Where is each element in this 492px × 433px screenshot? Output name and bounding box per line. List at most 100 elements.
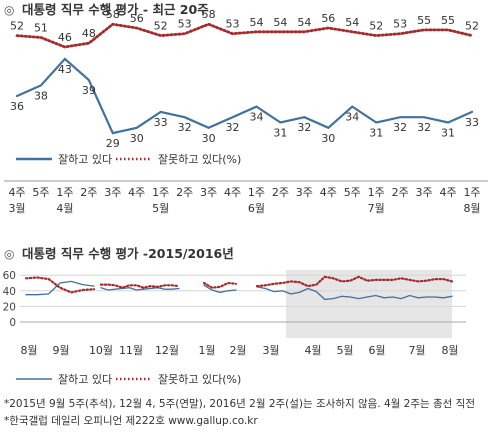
chart1-bad-label-19: 52 (465, 20, 479, 33)
chart1-bad-label-11: 54 (273, 16, 287, 29)
chart2-y-tick-60: 60 (3, 270, 16, 282)
chart1-x-tick-11: 2주 (272, 186, 289, 199)
chart1-good-label-19: 33 (465, 116, 479, 129)
chart2-series-good-segment-2 (203, 284, 237, 294)
chart1-x-tick-6: 1주 (152, 186, 169, 199)
chart2-x-tick-12: 8월 (441, 344, 458, 357)
chart1-bad-label-8: 58 (202, 8, 216, 21)
chart1-bad-label-14: 54 (345, 16, 359, 29)
chart1-x-tick-3: 2주 (80, 186, 97, 199)
chart1-x-tick-16: 2주 (392, 186, 409, 199)
chart1-good-label-11: 31 (273, 127, 287, 140)
chart1-good-label-14: 34 (345, 111, 359, 124)
chart1-good-label-4: 29 (106, 137, 120, 150)
chart1-good-label-13: 30 (321, 132, 335, 145)
chart2-y-tick-0: 0 (9, 317, 16, 329)
chart1-good-label-0: 36 (10, 100, 24, 113)
chart2-x-tick-9: 5월 (336, 344, 353, 357)
chart2-legend: 잘하고 있다 잘못하고 있다(%) (16, 372, 241, 386)
chart2-x-tick-7: 3월 (262, 344, 279, 357)
chart1-bad-label-13: 56 (321, 12, 335, 25)
chart2-series-bad-segment-0 (24, 276, 96, 294)
chart1-x-tick-2: 1주 (56, 186, 73, 199)
chart1-x-tick-7: 2주 (176, 186, 193, 199)
chart1-x-tick-15: 1주 (368, 186, 385, 199)
chart2-y-tick-40: 40 (3, 286, 16, 298)
chart2-series-bad-segment-3 (255, 275, 454, 288)
chart1-good-label-1: 38 (34, 89, 48, 102)
chart1-x-tick-8: 3주 (200, 186, 217, 199)
chart1-good-label-18: 31 (441, 127, 455, 140)
chart1-x-month-19: 8월 (463, 202, 480, 215)
chart2-series-good-segment-3 (256, 286, 453, 301)
chart1-x-tick-5: 4주 (128, 186, 145, 199)
chart1-good-label-8: 30 (202, 132, 216, 145)
chart1-title: 대통령 직무 수행 평가 - 최근 20주 (22, 2, 209, 17)
chart2-title: 대통령 직무 수행 평가 -2015/2016년 (22, 246, 234, 261)
chart1-bad-label-3: 48 (82, 27, 96, 40)
chart2-x-tick-5: 1월 (198, 344, 215, 357)
chart1-series-bad-line (15, 22, 474, 49)
chart2-x-tick-6: 2월 (229, 344, 246, 357)
chart2-x-tick-8: 4월 (304, 344, 321, 357)
chart1-x-tick-14: 5주 (344, 186, 361, 199)
chart1-x-month-15: 7월 (368, 202, 385, 215)
chart1-x-month-10: 6월 (248, 202, 265, 215)
chart1-good-label-5: 30 (130, 132, 144, 145)
chart1-x-tick-4: 3주 (104, 186, 121, 199)
chart1-bad-label-9: 53 (226, 18, 240, 31)
chart1-x-tick-13: 4주 (320, 186, 337, 199)
chart2-x-tick-10: 6월 (368, 344, 385, 357)
chart1-bad-label-16: 53 (393, 18, 407, 31)
chart1-x-month-0: 3월 (8, 202, 25, 215)
chart2-x-tick-0: 8월 (20, 344, 37, 357)
chart1-x-tick-18: 4주 (439, 186, 456, 199)
chart1-good-label-17: 32 (417, 121, 431, 134)
chart2-x-tick-11: 7월 (408, 344, 425, 357)
chart1-bad-label-12: 54 (297, 16, 311, 29)
chart2-y-tick-20: 20 (3, 301, 16, 313)
chart1-bad-label-18: 55 (441, 14, 455, 27)
chart1-good-label-2: 43 (58, 63, 72, 76)
chart1-good-label-9: 32 (226, 121, 240, 134)
chart-recent-20-weeks: ◎ 대통령 직무 수행 평가 - 최근 20주 36 38 43 39 29 30 33 32… (4, 2, 488, 215)
chart1-x-month-2: 4월 (56, 202, 73, 215)
chart1-x-tick-17: 3주 (416, 186, 433, 199)
chart2-legend-good: 잘하고 있다 (58, 372, 112, 386)
chart2-x-tick-4: 12월 (155, 344, 179, 357)
chart2-series-good-segment-0 (25, 280, 95, 296)
chart1-series-good-line (15, 57, 474, 135)
chart2-x-tick-3: 11월 (119, 344, 143, 357)
chart1-x-tick-10: 1주 (248, 186, 265, 199)
chart1-bad-label-0: 52 (10, 20, 24, 33)
chart1-bad-label-4: 58 (106, 8, 120, 21)
chart2-series-bad-segment-2 (202, 281, 238, 289)
chart1-good-label-6: 33 (154, 116, 168, 129)
chart1-bad-label-15: 52 (369, 20, 383, 33)
chart1-bad-label-1: 51 (34, 22, 48, 35)
chart1-bad-label-7: 53 (178, 18, 192, 31)
chart1-title-marker: ◎ (4, 3, 14, 17)
chart1-x-tick-0: 4주 (8, 186, 25, 199)
chart1-bad-label-17: 55 (417, 14, 431, 27)
chart1-good-label-15: 31 (369, 127, 383, 140)
chart1-good-label-16: 32 (393, 121, 407, 134)
chart2-legend-bad: 잘못하고 있다(%) (158, 372, 241, 386)
chart1-bad-label-6: 52 (154, 20, 168, 33)
chart2-x-tick-1: 9월 (52, 344, 69, 357)
chart1-legend: 잘하고 있다 잘못하고 있다(%) (16, 152, 241, 166)
chart1-x-tick-19: 1주 (463, 186, 480, 199)
chart1-bad-label-5: 56 (130, 12, 144, 25)
chart2-series-good-segment-1 (100, 287, 180, 291)
chart2-series-bad-segment-1 (99, 283, 181, 289)
chart1-x-tick-9: 4주 (224, 186, 241, 199)
chart1-good-label-12: 32 (297, 121, 311, 134)
chart1-x-tick-1: 5주 (32, 186, 49, 199)
chart-2015-2016: ◎ 대통령 직무 수행 평가 -2015/2016년 0 20 40 60 8월 9월 1… (3, 246, 466, 386)
chart1-x-tick-12: 3주 (296, 186, 313, 199)
chart1-bad-label-2: 46 (58, 31, 72, 44)
chart1-legend-good: 잘하고 있다 (58, 152, 112, 166)
chart2-title-marker: ◎ (4, 247, 14, 261)
chart1-good-label-10: 34 (249, 111, 263, 124)
